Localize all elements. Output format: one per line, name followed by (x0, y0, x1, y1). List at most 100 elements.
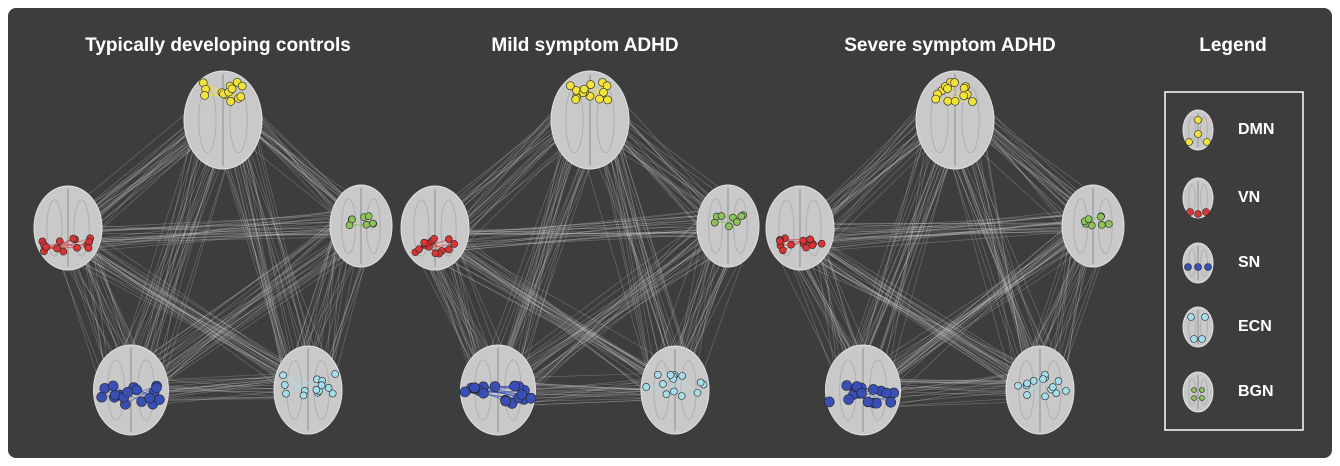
connection (236, 116, 308, 378)
node (959, 91, 969, 101)
node (369, 219, 377, 228)
legend-node (1190, 335, 1198, 343)
connection (515, 235, 745, 388)
connection (140, 216, 337, 397)
connection (806, 228, 1097, 231)
connection (882, 372, 1018, 398)
node (96, 391, 107, 403)
node (1039, 375, 1047, 383)
node (53, 244, 61, 253)
connection (489, 209, 741, 397)
brain-fold (1018, 360, 1035, 420)
node (226, 97, 235, 106)
connection (802, 235, 1016, 375)
connection (823, 213, 1089, 230)
node (415, 245, 423, 253)
connection (517, 231, 723, 391)
node (431, 249, 440, 257)
connection (795, 228, 1023, 381)
node (227, 84, 237, 94)
node (677, 392, 686, 400)
connection (424, 232, 668, 388)
connection (139, 216, 346, 405)
connection (451, 214, 708, 243)
node (666, 371, 675, 379)
node (737, 212, 746, 220)
connection (65, 232, 296, 399)
connection (77, 224, 372, 238)
connection (605, 117, 681, 390)
connection (79, 223, 348, 241)
node (1014, 381, 1022, 390)
connection (458, 233, 659, 387)
connection (504, 227, 741, 407)
connection (450, 230, 734, 234)
connection (815, 223, 1078, 230)
connection (876, 234, 1082, 382)
connection (803, 248, 1024, 382)
connection (444, 250, 666, 382)
node (324, 384, 333, 392)
legend-node (1191, 387, 1197, 393)
node (144, 392, 155, 404)
intra-connection (665, 375, 683, 395)
connection (499, 229, 710, 398)
connection (86, 243, 309, 399)
connection (806, 225, 1095, 243)
connection (129, 230, 375, 392)
connection (863, 224, 1092, 400)
node (856, 387, 867, 399)
connection (816, 220, 1083, 251)
node (670, 387, 678, 396)
connection (74, 225, 381, 247)
connection (786, 225, 1083, 243)
connection (604, 111, 685, 390)
connection (853, 110, 933, 382)
legend-label: ECN (1238, 318, 1272, 335)
legend-label: SN (1238, 254, 1260, 271)
node (1041, 392, 1049, 401)
connection (446, 227, 675, 399)
connection (413, 241, 665, 373)
node (931, 94, 940, 104)
connection (430, 232, 744, 249)
connection (875, 209, 1088, 388)
connection (798, 251, 1040, 384)
connection (859, 218, 1087, 400)
connection (458, 248, 660, 402)
node (450, 240, 459, 248)
node (943, 96, 953, 106)
node (725, 222, 733, 231)
connection (428, 231, 750, 236)
node (364, 212, 373, 220)
node (586, 80, 595, 89)
node (602, 81, 612, 91)
node (312, 386, 321, 394)
connection (457, 222, 704, 236)
brain-fold (440, 199, 457, 257)
connection (55, 249, 324, 382)
node (642, 383, 651, 391)
node (469, 382, 480, 394)
node (500, 395, 511, 407)
connection (426, 229, 680, 393)
node (525, 392, 537, 404)
connection (65, 235, 311, 395)
connection (245, 112, 317, 390)
connection (885, 223, 1073, 393)
connection (796, 241, 1047, 402)
connection (794, 246, 1018, 381)
node (1097, 212, 1105, 221)
node (445, 235, 453, 244)
connection (796, 212, 1102, 238)
node (968, 97, 977, 106)
connection (71, 228, 294, 376)
node (696, 378, 705, 387)
node (151, 382, 162, 393)
connection (238, 117, 291, 400)
brain-fold (1188, 249, 1196, 277)
node (599, 88, 608, 97)
node (122, 386, 133, 398)
connection (435, 222, 748, 254)
